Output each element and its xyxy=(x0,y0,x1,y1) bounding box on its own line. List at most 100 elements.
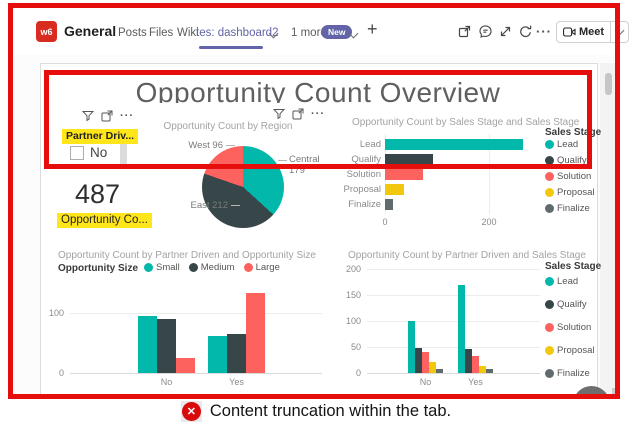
column-bar[interactable] xyxy=(429,362,436,373)
chart-y-tick: 50 xyxy=(350,342,361,352)
column-bar[interactable] xyxy=(465,349,472,373)
hbar-gridline xyxy=(489,134,490,214)
visual-more-icon[interactable]: ··· xyxy=(120,110,134,122)
chart-x-category: No xyxy=(160,377,173,387)
pie-leader-line xyxy=(231,205,240,206)
legend-item: Solution xyxy=(545,171,591,182)
add-tab-button[interactable]: + xyxy=(367,19,378,39)
column-chart1-legend: Small Medium Large xyxy=(144,262,280,273)
legend-label: Lead xyxy=(557,139,579,150)
slicer-title-highlighted: Partner Driv... xyxy=(62,129,139,144)
pie-label-west: West 96 xyxy=(188,140,223,151)
legend-label: Proposal xyxy=(557,187,595,198)
focus-mode-icon[interactable] xyxy=(292,108,304,120)
hbar-bar[interactable] xyxy=(385,184,405,195)
tab-dashboard-active[interactable]: tes: dashboard2 xyxy=(196,27,279,39)
channel-name: General xyxy=(64,23,117,39)
legend-dot-icon xyxy=(545,172,554,181)
visual-more-icon[interactable]: ··· xyxy=(311,108,325,120)
legend-item: Lead xyxy=(545,139,578,150)
hbar-x-tick: 200 xyxy=(481,217,497,227)
hbar-bar[interactable] xyxy=(385,199,393,210)
column-chart2-title: Opportunity Count by Partner Driven and … xyxy=(348,250,586,261)
legend-item: Finalize xyxy=(545,368,590,379)
refresh-icon[interactable] xyxy=(517,23,534,40)
focus-mode-icon[interactable] xyxy=(101,110,113,122)
legend-dot-icon xyxy=(545,300,554,309)
legend-label: Solution xyxy=(557,171,592,182)
floating-feedback-button[interactable] xyxy=(573,386,610,395)
legend-item: Proposal xyxy=(545,345,595,356)
column-bar[interactable] xyxy=(208,335,227,373)
tab-posts[interactable]: Posts xyxy=(118,27,147,39)
legend-label: Small xyxy=(156,262,180,273)
column-bar[interactable] xyxy=(227,334,246,373)
tab-content-area: Opportunity Count Overview ··· Partner D… xyxy=(13,55,619,395)
scrollbar-corner xyxy=(612,388,619,395)
hbar-bar[interactable] xyxy=(385,169,423,180)
legend-item: Finalize xyxy=(545,203,590,214)
new-badge: New xyxy=(321,25,353,39)
legend-label: Qualify xyxy=(557,299,587,310)
meet-button-label: Meet xyxy=(579,26,605,38)
more-options-icon[interactable]: ··· xyxy=(536,24,552,39)
expand-tab-icon[interactable] xyxy=(497,23,514,40)
column-bar[interactable] xyxy=(157,319,176,373)
chart-x-category: Yes xyxy=(468,377,483,387)
chart-gridline xyxy=(70,313,322,314)
popout-tab-icon[interactable] xyxy=(456,23,473,40)
chart-gridline xyxy=(367,321,540,322)
legend-label: Large xyxy=(255,262,280,273)
column-bar[interactable] xyxy=(479,366,486,373)
legend-dot-icon xyxy=(545,204,554,213)
slicer-option-label[interactable]: No xyxy=(90,145,108,160)
column-bar[interactable] xyxy=(458,285,465,373)
legend-dot-icon xyxy=(545,323,554,332)
tab-conversation-icon[interactable] xyxy=(477,23,494,40)
column-bar[interactable] xyxy=(408,321,415,373)
slicer-checkbox[interactable] xyxy=(70,146,84,160)
visual-toolbar: ··· xyxy=(273,108,325,120)
hbar-legend-title: Sales Stage xyxy=(545,127,602,138)
hbar-bar[interactable] xyxy=(385,154,433,165)
chart-gridline xyxy=(367,347,540,348)
scrollbar-thumb[interactable] xyxy=(605,73,612,95)
meet-dropdown-button[interactable] xyxy=(611,25,628,36)
column-chart1-title: Opportunity Count by Partner Driven and … xyxy=(58,250,316,261)
legend-item: Qualify xyxy=(545,155,587,166)
team-avatar[interactable]: w6 xyxy=(36,21,57,42)
column-bar[interactable] xyxy=(415,348,422,373)
legend-dot-icon xyxy=(545,140,554,149)
pie-leader-line xyxy=(226,145,235,146)
column-bar[interactable] xyxy=(138,316,157,373)
meet-button[interactable]: Meet xyxy=(557,26,610,38)
tab-files[interactable]: Files xyxy=(149,27,174,39)
column-bar[interactable] xyxy=(422,352,429,373)
pie-chart-title: Opportunity Count by Region xyxy=(163,121,293,132)
legend-label: Proposal xyxy=(557,345,595,356)
legend-dot-icon xyxy=(545,346,554,355)
tab-wiki[interactable]: Wiki xyxy=(177,27,199,39)
filter-icon[interactable] xyxy=(273,108,285,120)
filter-icon[interactable] xyxy=(82,110,94,122)
legend-item: Medium xyxy=(188,262,235,273)
more-tabs[interactable]: 1 more xyxy=(291,27,327,39)
column-bar[interactable] xyxy=(472,355,479,373)
region-pie-chart[interactable] xyxy=(202,146,284,228)
chart-gridline xyxy=(70,373,322,374)
hbar-category-label: Lead xyxy=(359,139,381,150)
slicer-scrollbar-thumb[interactable] xyxy=(120,143,127,165)
legend-label: Medium xyxy=(200,262,235,273)
column-bar[interactable] xyxy=(176,358,195,373)
report-scrollbar[interactable] xyxy=(600,63,617,395)
kpi-label-highlighted: Opportunity Co... xyxy=(57,213,152,228)
pie-label-east: East 212 xyxy=(190,200,229,211)
legend-dot-icon xyxy=(545,369,554,378)
report-title: Opportunity Count Overview xyxy=(135,77,501,103)
active-tab-underline xyxy=(199,46,263,49)
column-bar[interactable] xyxy=(436,368,443,373)
column-bar[interactable] xyxy=(246,293,265,373)
hbar-bar[interactable] xyxy=(385,139,523,150)
column-bar[interactable] xyxy=(486,368,493,373)
chart-y-tick: 0 xyxy=(58,368,64,378)
